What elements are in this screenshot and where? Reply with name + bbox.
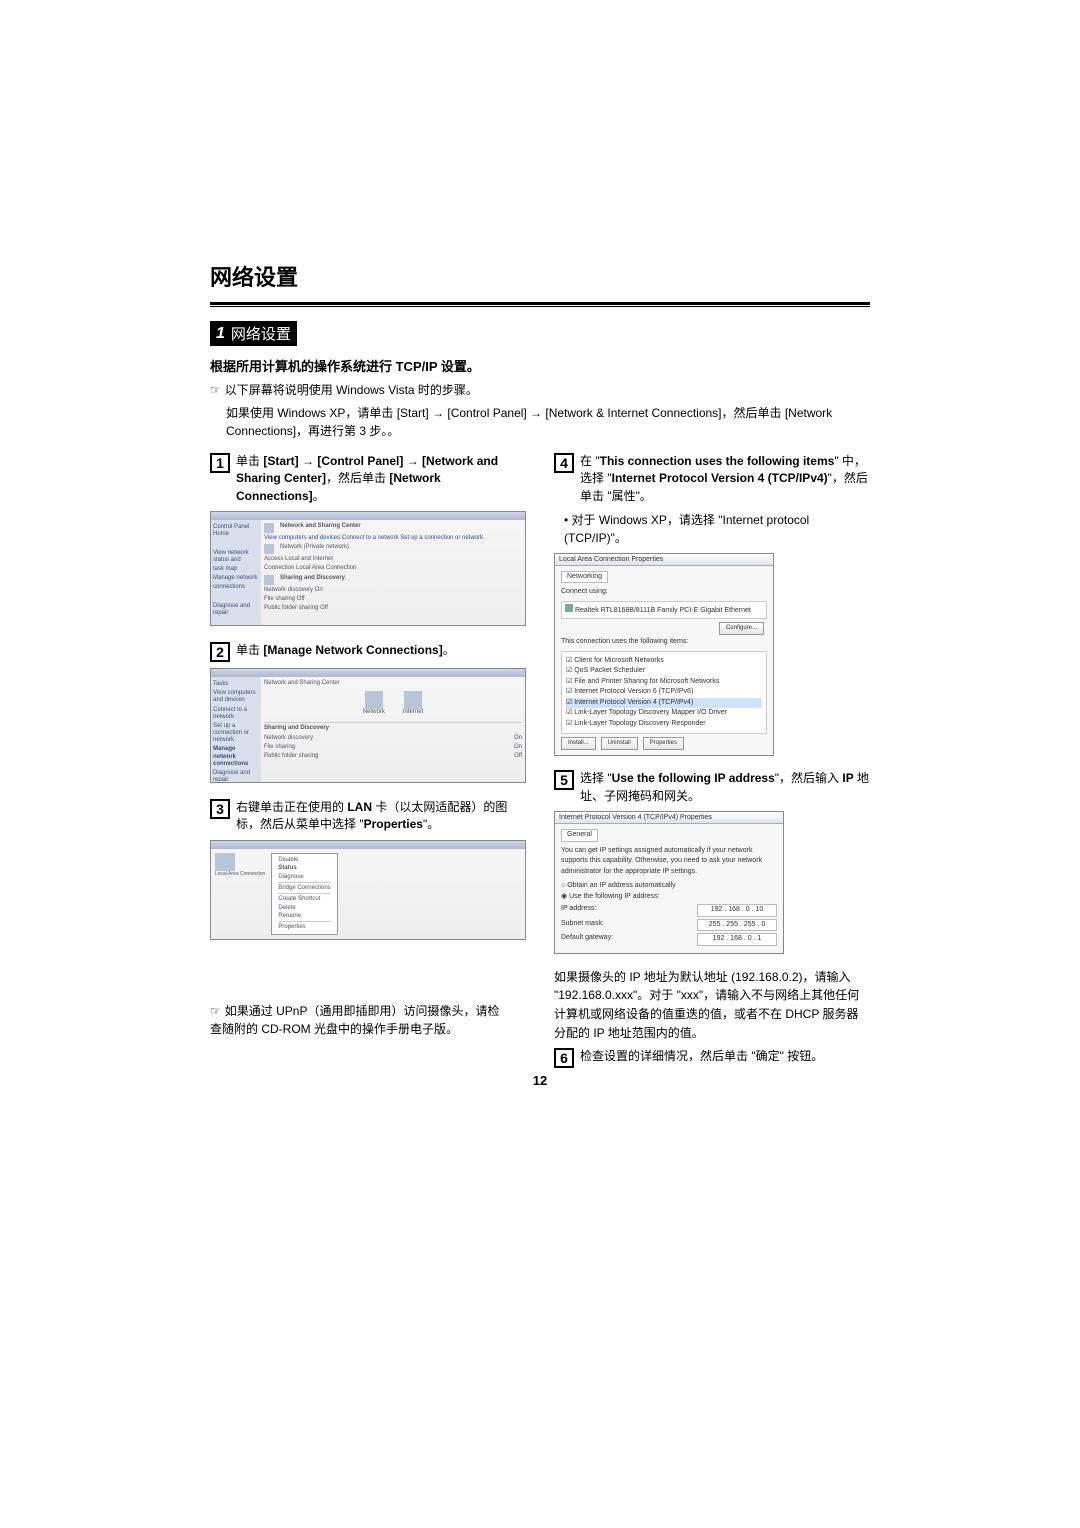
dialog-lan-properties: Local Area Connection Properties Network… — [554, 553, 774, 757]
step-5-para: 如果摄像头的 IP 地址为默认地址 (192.168.0.2)，请输入 "192… — [554, 968, 870, 1042]
step-4-text: 在 "This connection uses the following it… — [580, 453, 870, 505]
shot1-sidebar: Control Panel Home View network status a… — [211, 520, 261, 626]
uninstall-button[interactable]: Uninstall — [601, 737, 638, 750]
step-num-5: 5 — [554, 770, 574, 790]
page-title: 网络设置 — [210, 260, 870, 292]
gw-input[interactable]: 192 . 168 . 0 . 1 — [697, 933, 777, 946]
step-2-text: 单击 [Manage Network Connections]。 — [236, 642, 526, 662]
step-5-text: 选择 "Use the following IP address"，然后输入 I… — [580, 770, 870, 805]
title-rule — [210, 302, 870, 307]
shot1-main: Network and Sharing Center View computer… — [261, 520, 525, 626]
left-column: 1 单击 [Start] → [Control Panel] → [Networ… — [210, 453, 526, 1074]
pointer-icon: ☞ — [210, 1002, 221, 1020]
dlg5-title: Internet Protocol Version 4 (TCP/IPv4) P… — [555, 812, 783, 824]
properties-button[interactable]: Properties — [643, 737, 684, 750]
step-num-3: 3 — [210, 799, 230, 819]
intro-line-2: 如果使用 Windows XP，请单击 [Start] → [Control P… — [210, 404, 870, 441]
step-num-1: 1 — [210, 453, 230, 473]
step-5: 5 选择 "Use the following IP address"，然后输入… — [554, 770, 870, 805]
section-header: 1 网络设置 — [210, 321, 297, 346]
step-num-4: 4 — [554, 453, 574, 473]
mask-input[interactable]: 255 . 255 . 255 . 0 — [697, 919, 777, 932]
step-2: 2 单击 [Manage Network Connections]。 — [210, 642, 526, 662]
dlg4-title: Local Area Connection Properties — [555, 554, 773, 566]
section-num: 1 — [216, 325, 225, 343]
step-1-text: 单击 [Start] → [Control Panel] → [Network … — [236, 453, 526, 505]
section-label: 网络设置 — [231, 323, 291, 344]
step-4: 4 在 "This connection uses the following … — [554, 453, 870, 505]
step-1: 1 单击 [Start] → [Control Panel] → [Networ… — [210, 453, 526, 505]
right-column: 4 在 "This connection uses the following … — [554, 453, 870, 1074]
ip-input[interactable]: 192 . 168 . 0 . 10 — [697, 904, 777, 917]
screenshot-1: Control Panel Home View network status a… — [210, 511, 526, 626]
intro-bold: 根据所用计算机的操作系统进行 TCP/IP 设置。 — [210, 356, 870, 375]
footnote: ☞如果通过 UPnP（通用即插即用）访问摄像头，请检查随附的 CD-ROM 光盘… — [210, 1002, 510, 1038]
step-num-6: 6 — [554, 1048, 574, 1068]
step-6: 6 检查设置的详细情况，然后单击 "确定" 按钮。 — [554, 1048, 870, 1068]
dialog-ipv4-properties: Internet Protocol Version 4 (TCP/IPv4) P… — [554, 811, 784, 954]
step-3-text: 右键单击正在使用的 LAN 卡（以太网适配器）的图标，然后从菜单中选择 "Pro… — [236, 799, 526, 834]
install-button[interactable]: Install... — [561, 737, 596, 750]
step-4-bullet: 对于 Windows XP，请选择 "Internet protocol (TC… — [564, 511, 870, 547]
screenshot-2: TasksView computers and devices Connect … — [210, 668, 526, 783]
screenshot-3: Local Area Connection Disable Status Dia… — [210, 840, 526, 940]
page-number: 12 — [0, 1073, 1080, 1088]
shot2-sidebar: TasksView computers and devices Connect … — [211, 677, 261, 783]
step-6-text: 检查设置的详细情况，然后单击 "确定" 按钮。 — [580, 1048, 870, 1068]
step-3: 3 右键单击正在使用的 LAN 卡（以太网适配器）的图标，然后从菜单中选择 "P… — [210, 799, 526, 834]
configure-button[interactable]: Configure... — [719, 622, 764, 635]
pointer-icon: ☞ — [210, 381, 221, 400]
step-num-2: 2 — [210, 642, 230, 662]
intro-line-1: ☞以下屏幕将说明使用 Windows Vista 时的步骤。 — [210, 381, 870, 400]
shot2-main: Network and Sharing Center Network Inter… — [261, 677, 525, 783]
